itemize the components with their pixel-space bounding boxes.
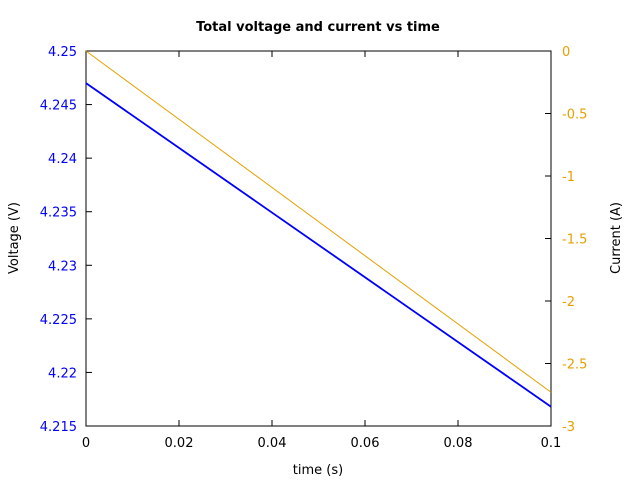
y2-tick-label: 0 — [562, 45, 570, 60]
y-tick-label: 4.22 — [48, 366, 77, 381]
y-axis-label: Voltage (V) — [7, 202, 22, 274]
x-tick-label: 0.08 — [444, 436, 473, 451]
y2-tick-label: -1 — [562, 170, 575, 185]
current-series-line — [85, 50, 552, 393]
y2-axis-label: Current (A) — [609, 202, 624, 274]
y-tick-label: 4.215 — [40, 420, 77, 435]
y-tick-label: 4.235 — [40, 206, 77, 221]
x-tick-label: 0.02 — [165, 436, 194, 451]
y2-tick-label: -2.5 — [562, 358, 587, 373]
y-tick-label: 4.225 — [40, 313, 77, 328]
x-tick-label: 0.1 — [541, 436, 562, 451]
y2-tick-label: -0.5 — [562, 108, 587, 123]
plot-area: 0 0.02 0.04 0.06 0.08 0.1 4.215 4.22 4.225 4.23 4.… — [40, 45, 588, 451]
plot-frame — [85, 50, 552, 427]
y-tick-label: 4.245 — [40, 99, 77, 114]
x-axis-label: time (s) — [293, 463, 343, 478]
y2-tick-label: -2 — [562, 295, 575, 310]
x-tick-label: 0 — [82, 436, 90, 451]
x-tick-label: 0.06 — [351, 436, 380, 451]
y-tick-label: 4.24 — [48, 152, 77, 167]
voltage-series-line — [85, 82, 552, 408]
y-tick-label: 4.25 — [48, 45, 77, 60]
chart-title: Total voltage and current vs time — [196, 20, 440, 35]
x-tick-label: 0.04 — [258, 436, 287, 451]
y-tick-label: 4.23 — [48, 259, 77, 274]
y2-tick-label: -1.5 — [562, 233, 587, 248]
y2-tick-label: -3 — [562, 420, 575, 435]
